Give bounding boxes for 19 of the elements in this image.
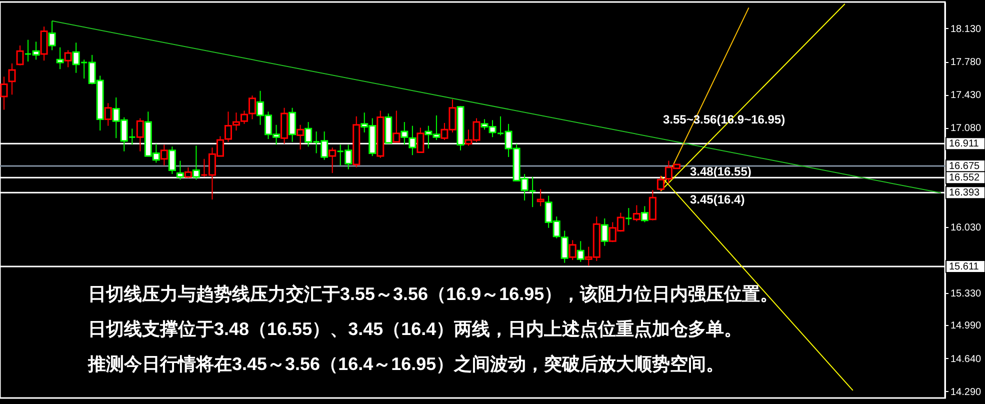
annotation: 3.48(16.55) — [690, 164, 752, 179]
annotation: 推测今日行情将在3.45～3.56（16.4～16.95）之间波动，突破后放大顺势空间。 — [87, 354, 724, 374]
ref-line-label: 16.675 — [949, 160, 980, 172]
y-tick-label: 14.640 — [950, 354, 982, 365]
y-tick-label: 15.330 — [950, 288, 982, 300]
y-tick-label: 16.030 — [950, 222, 982, 234]
annotation: 3.45(16.4) — [690, 192, 745, 207]
ref-line-label: 16.552 — [949, 172, 980, 184]
y-tick-label: 18.130 — [950, 24, 982, 35]
y-tick-label: 14.990 — [950, 320, 982, 332]
ref-line-label: 16.911 — [949, 138, 980, 150]
ref-line-label: 16.393 — [949, 188, 980, 199]
ref-line-label: 15.611 — [949, 262, 980, 273]
y-tick-label: 17.430 — [950, 90, 982, 102]
y-tick-label: 17.080 — [950, 123, 982, 134]
y-tick-label: 14.290 — [950, 386, 982, 398]
annotation: 日切线支撑位于3.48（16.55）、3.45（16.4）两线，日内上述点位重点加仓多单。 — [88, 319, 742, 339]
annotation: 日切线压力与趋势线压力交汇于3.55～3.56（16.9～16.95），该阻力位日内强压位置。 — [88, 284, 778, 304]
y-tick-label: 17.780 — [950, 57, 982, 68]
